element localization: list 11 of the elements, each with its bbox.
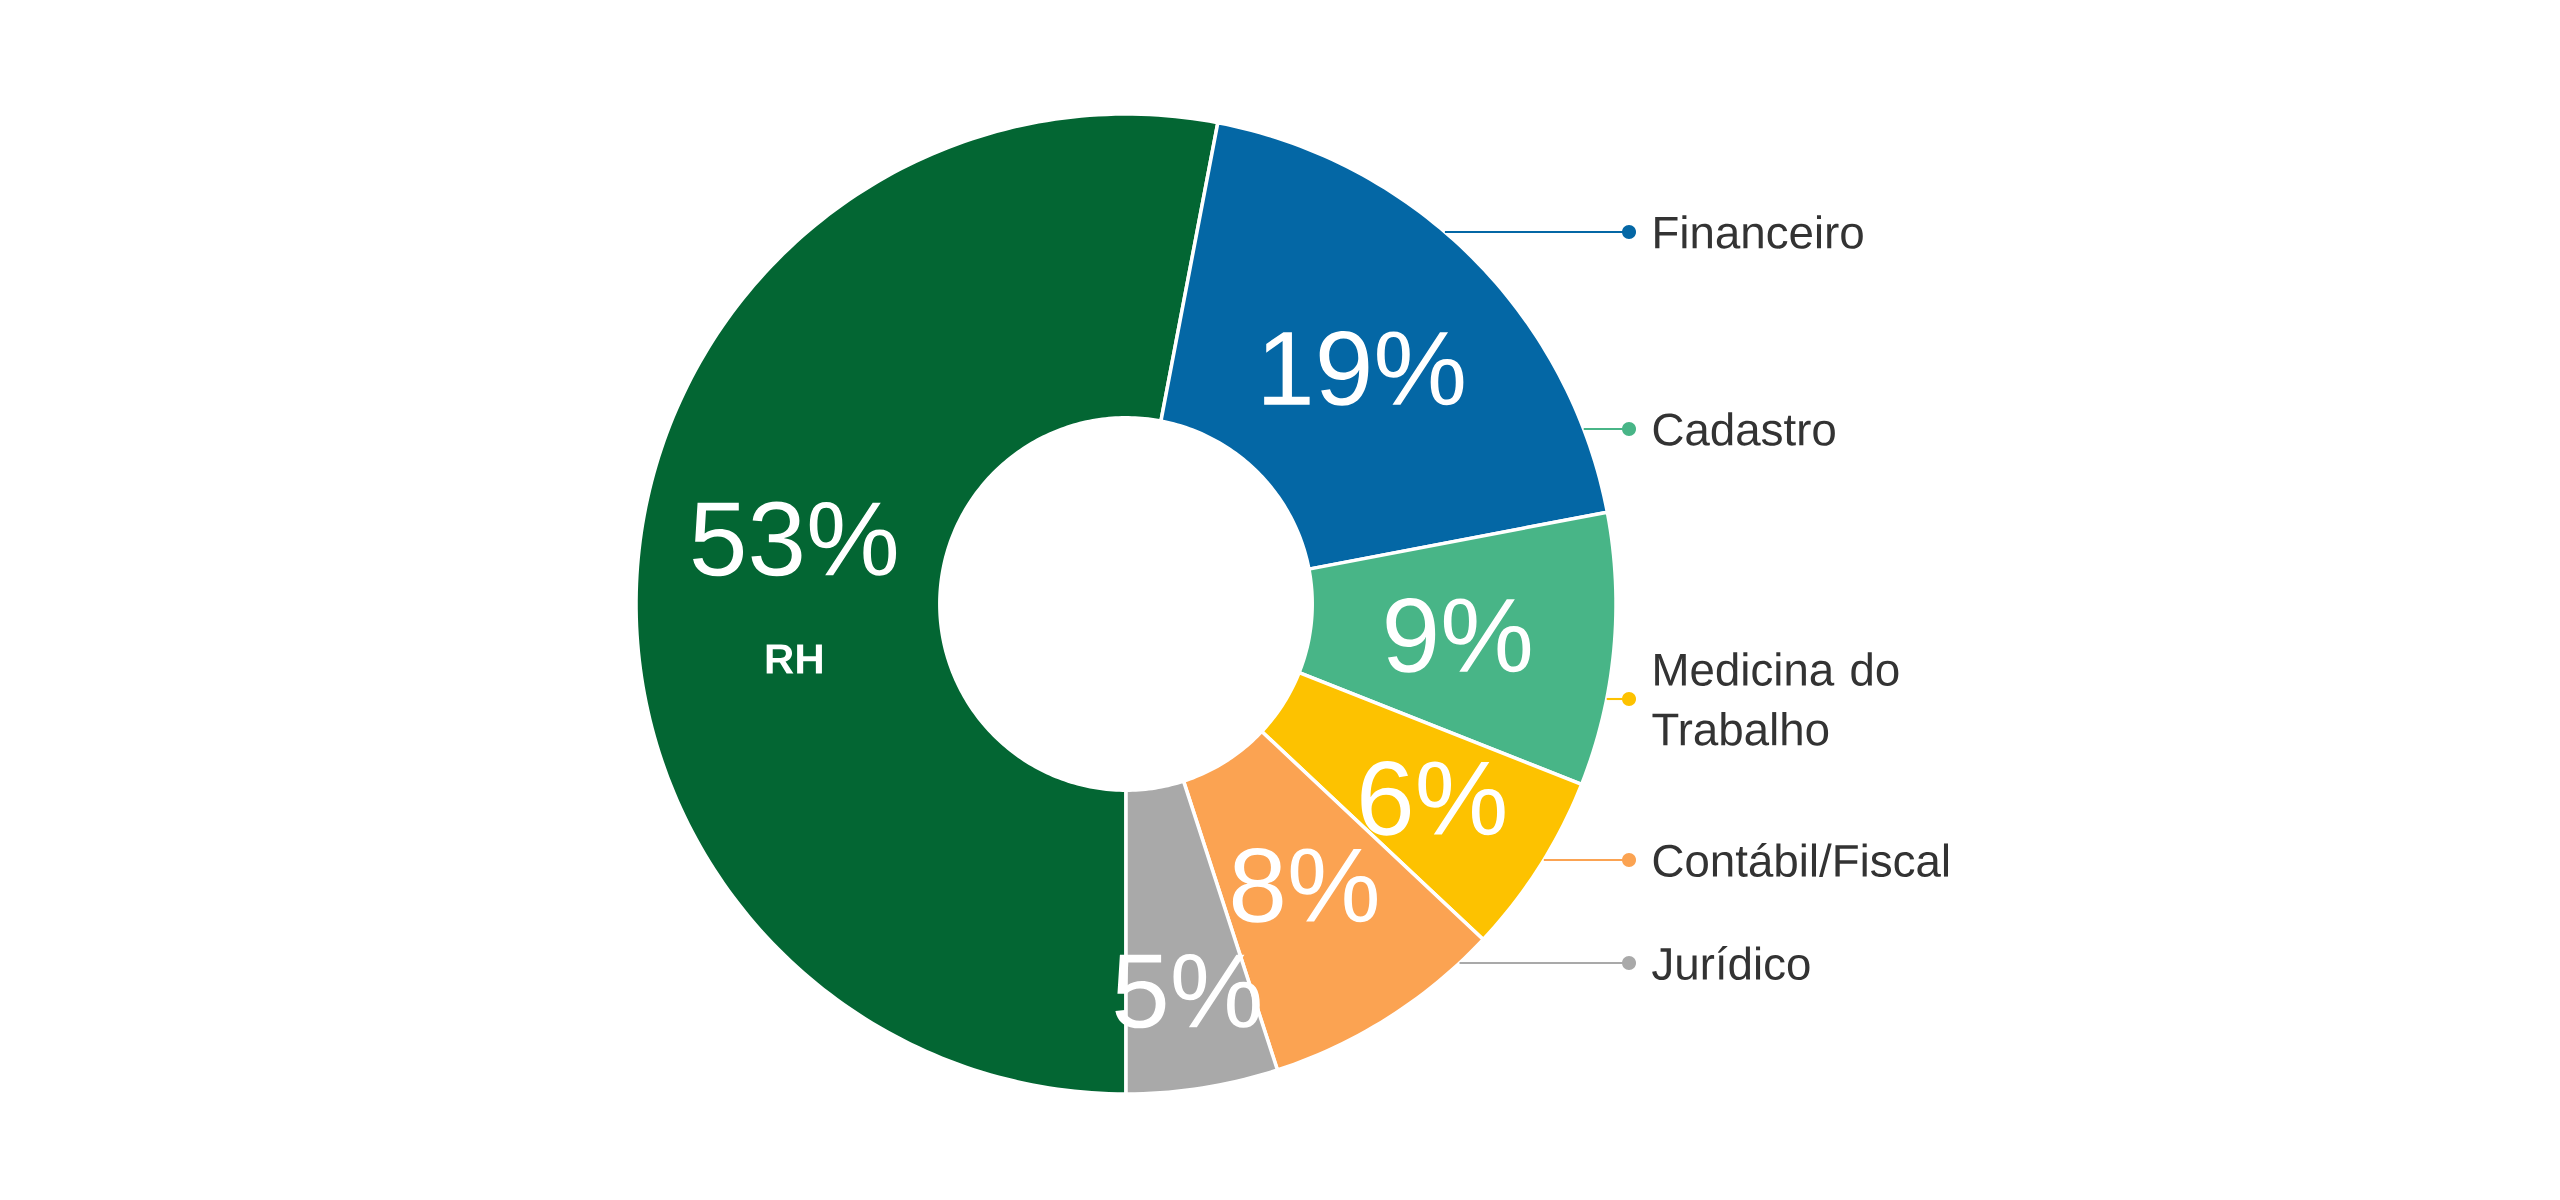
data-label: 53% <box>693 501 897 577</box>
legend-label: Contábil/Fiscal <box>1653 842 1948 878</box>
legend-label: Medicina do Trabalho <box>1652 652 1899 746</box>
data-label: 9% <box>1386 598 1531 673</box>
legend-label: Financeiro <box>1655 215 1863 249</box>
data-label: 19% <box>1264 331 1464 406</box>
legend-label: Jurídico <box>1652 945 1810 981</box>
data-label: 8% <box>1232 847 1377 923</box>
data-label: 6% <box>1361 760 1505 836</box>
legend-label: Cadastro <box>1653 412 1835 446</box>
slice-label: RH <box>766 644 822 674</box>
